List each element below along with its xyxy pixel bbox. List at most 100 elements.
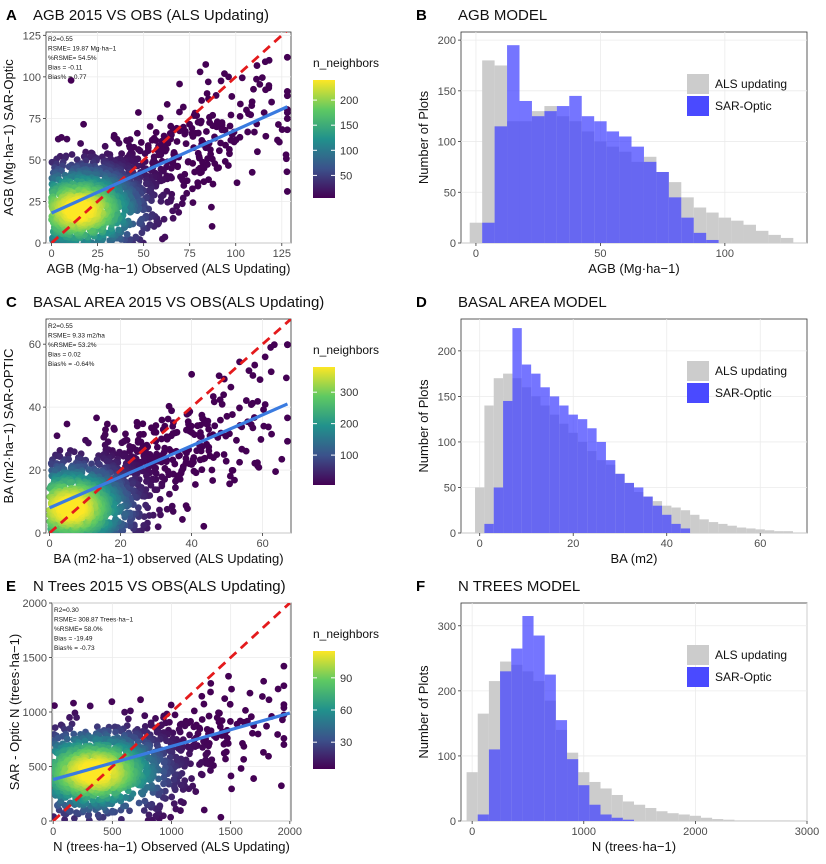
scatter-point bbox=[248, 168, 256, 176]
panel-d: D BASAL AREA MODEL 0 20 40 60 0 50 100 150 200 BA (… bbox=[416, 294, 808, 566]
scatter-point bbox=[163, 505, 171, 513]
stat-text: RSME= 19.87 Mg·ha−1 bbox=[48, 46, 117, 53]
scatter-point bbox=[247, 713, 255, 721]
scatter-point bbox=[154, 523, 162, 531]
scatter-point bbox=[248, 102, 256, 109]
scatter-point bbox=[176, 728, 184, 736]
bar-sar bbox=[594, 121, 607, 243]
bar-sar bbox=[484, 523, 494, 533]
chart-title: N Trees 2015 VS OBS(ALS Updating) bbox=[33, 578, 286, 595]
scatter-point bbox=[123, 137, 130, 144]
scatter-point bbox=[203, 128, 210, 135]
scatter-point bbox=[198, 716, 206, 723]
y-tick-label: 50 bbox=[444, 482, 456, 494]
scatter-point bbox=[117, 815, 125, 821]
scatter-point bbox=[260, 422, 268, 430]
scatter-point bbox=[205, 712, 213, 720]
scatter-point bbox=[148, 136, 156, 144]
scatter-point bbox=[246, 689, 254, 697]
colorbar-tick-label: 200 bbox=[340, 95, 358, 107]
bar-sar bbox=[634, 487, 644, 533]
legend-title: n_neighbors bbox=[313, 56, 379, 70]
scatter-point bbox=[159, 812, 167, 820]
chart-title: AGB MODEL bbox=[458, 7, 547, 24]
scatter-point bbox=[164, 198, 172, 206]
scatter-point bbox=[231, 476, 238, 484]
scatter-point bbox=[200, 178, 208, 186]
scatter-point bbox=[108, 698, 116, 706]
stat-text: Bias% = 0.77 bbox=[48, 74, 87, 81]
y-tick-label: 50 bbox=[444, 187, 456, 199]
x-tick-label: 60 bbox=[754, 538, 766, 550]
scatter-point bbox=[262, 132, 270, 140]
scatter-point bbox=[183, 449, 190, 457]
scatter-point bbox=[120, 510, 128, 518]
scatter-points bbox=[52, 603, 291, 821]
bar-als bbox=[667, 813, 679, 821]
histogram-bars bbox=[466, 616, 791, 821]
bar-sar bbox=[643, 161, 657, 243]
scatter-point bbox=[173, 138, 181, 145]
scatter-point bbox=[240, 743, 248, 750]
chart-title: BASAL AREA MODEL bbox=[458, 294, 607, 311]
x-tick-label: 0 bbox=[477, 538, 483, 550]
scatter-point bbox=[134, 109, 142, 116]
stat-text: Bias% = -0.73 bbox=[54, 645, 95, 652]
bar-sar bbox=[540, 387, 550, 533]
scatter-point bbox=[222, 755, 229, 763]
scatter-point bbox=[126, 807, 133, 815]
scatter-point bbox=[283, 126, 291, 134]
scatter-point bbox=[153, 443, 161, 451]
scatter-point bbox=[280, 662, 288, 670]
scatter-point bbox=[261, 58, 269, 66]
bar-als bbox=[723, 819, 735, 821]
y-tick-label: 200 bbox=[438, 686, 456, 698]
y-axis-label: AGB (Mg·ha−1) SAR-Optic bbox=[1, 59, 16, 216]
legend-swatch bbox=[687, 74, 709, 94]
regression-line bbox=[48, 402, 289, 510]
bar-als bbox=[600, 788, 612, 821]
x-tick-label: 75 bbox=[184, 248, 196, 260]
bar-als bbox=[469, 222, 483, 243]
scatter-point bbox=[228, 93, 236, 100]
scatter-point bbox=[66, 479, 74, 487]
stat-text: %RSME= 58.0% bbox=[54, 626, 103, 633]
y-tick-label: 100 bbox=[438, 751, 456, 763]
scatter-point bbox=[108, 807, 116, 815]
stat-text: R2=0.30 bbox=[54, 607, 79, 614]
scatter-point bbox=[217, 139, 225, 147]
scatter-point bbox=[250, 775, 258, 782]
scatter-point bbox=[200, 806, 208, 814]
scatter-point bbox=[213, 118, 221, 126]
scatter-point bbox=[191, 168, 199, 176]
scatter-point bbox=[280, 704, 288, 712]
scatter-point bbox=[265, 752, 272, 760]
scatter-point bbox=[70, 730, 78, 738]
x-tick-label: 20 bbox=[567, 538, 579, 550]
scatter-point bbox=[196, 68, 204, 76]
scatter-point bbox=[242, 706, 249, 714]
scatter-point bbox=[204, 78, 212, 86]
scatter-point bbox=[283, 115, 291, 122]
scatter-point bbox=[161, 464, 169, 472]
panel-label: B bbox=[416, 7, 427, 24]
stat-text: RSME= 308.87 Trees·ha−1 bbox=[54, 617, 134, 624]
scatter-point bbox=[137, 696, 144, 704]
scatter-point bbox=[245, 110, 252, 118]
legend-title: n_neighbors bbox=[313, 343, 379, 357]
scatter-point bbox=[133, 422, 141, 430]
scatter-point bbox=[176, 108, 183, 116]
scatter-point bbox=[215, 372, 223, 380]
bar-sar bbox=[581, 116, 595, 243]
bar-als bbox=[708, 522, 719, 533]
scatter-point bbox=[218, 400, 226, 408]
y-axis-label: SAR - Optic N (trees·ha−1) bbox=[7, 634, 22, 790]
scatter-point bbox=[134, 504, 142, 512]
scatter-point bbox=[169, 214, 177, 222]
scatter-point bbox=[274, 121, 282, 128]
scatter-point bbox=[142, 501, 150, 509]
scatter-point bbox=[156, 495, 164, 503]
scatter-point bbox=[52, 702, 58, 710]
bar-als bbox=[745, 820, 757, 821]
scatter-point bbox=[210, 398, 218, 406]
